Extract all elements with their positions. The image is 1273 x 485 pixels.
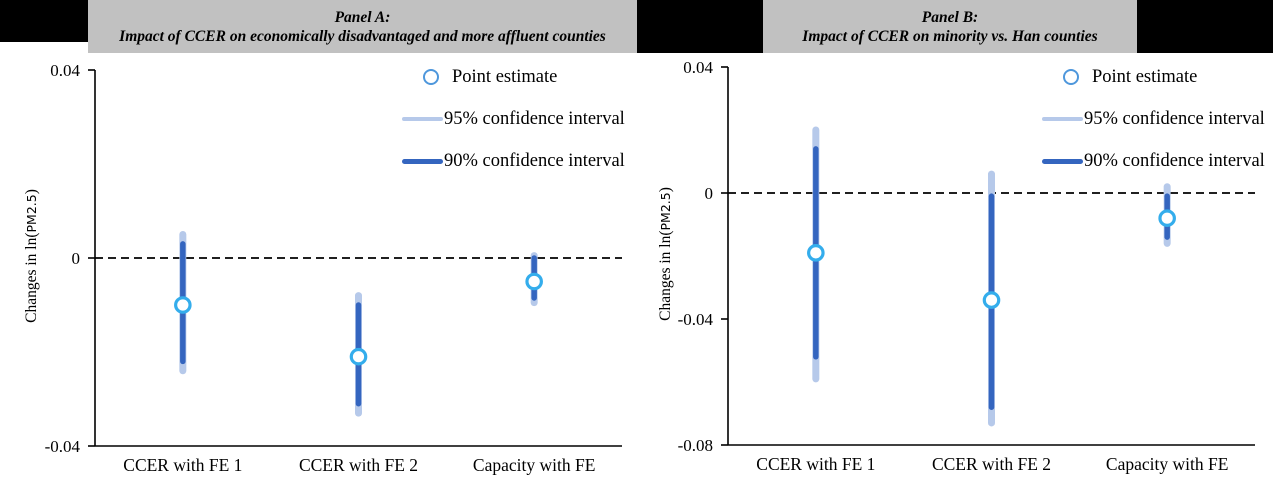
- pm25-label-segment: PM2.5: [658, 192, 673, 231]
- y-tick-label: -0.04: [45, 437, 81, 456]
- legend-point-label: Point estimate: [452, 66, 558, 87]
- legend-panel-b: Point estimate 95% confidence interval 9…: [1042, 56, 1273, 182]
- legend-ci95-label: 95% confidence interval: [1084, 108, 1265, 129]
- header-black-block-right: [1137, 0, 1273, 53]
- legend-ci95-label: 95% confidence interval: [444, 108, 625, 129]
- legend-item-ci95: 95% confidence interval: [402, 98, 647, 140]
- point-estimate-marker: [525, 272, 543, 291]
- point-estimate-marker: [1158, 209, 1176, 227]
- x-category-label: Capacity with FE: [473, 455, 595, 475]
- y-tick-label: 0: [72, 249, 81, 268]
- y-axis-label-panel-b: Changes in ln(PM2.5): [657, 187, 674, 321]
- legend-ci90-label: 90% confidence interval: [1084, 150, 1265, 171]
- panel-a-header: Panel A: Impact of CCER on economically …: [88, 0, 637, 53]
- legend-item-ci90: 90% confidence interval: [1042, 140, 1273, 182]
- y-tick-label: 0.04: [50, 61, 80, 80]
- point-estimate-marker: [982, 291, 1001, 309]
- y-tick-label: -0.08: [678, 436, 713, 455]
- point-estimate-marker: [349, 347, 368, 366]
- panel-a-subtitle: Impact of CCER on economically disadvant…: [119, 27, 606, 45]
- ci90-legend-icon: [1042, 158, 1083, 164]
- y-tick-label: 0: [705, 184, 714, 203]
- point-estimate-legend-icon: [1063, 69, 1079, 85]
- ci95-legend-icon: [402, 116, 443, 122]
- legend-point-label: Point estimate: [1092, 66, 1198, 87]
- x-category-label: CCER with FE 1: [123, 455, 242, 475]
- panel-b-title: Panel B:: [921, 8, 979, 26]
- x-category-label: Capacity with FE: [1106, 454, 1228, 474]
- ci90-legend-icon: [402, 158, 443, 164]
- x-category-label: CCER with FE 2: [299, 455, 418, 475]
- pm25-label-segment: PM2.5: [24, 194, 39, 233]
- panel-b-plot: 0.04 0 -0.04 -0.08 CCER with FE 1 CCER with F…: [678, 58, 1255, 474]
- legend-panel-a: Point estimate 95% confidence interval 9…: [402, 56, 647, 182]
- x-category-label: CCER with FE 2: [932, 454, 1051, 474]
- point-estimate-marker: [174, 296, 192, 314]
- point-estimate-legend-icon: [423, 69, 439, 85]
- panel-a-plot: 0.04 0 -0.04 CCER with FE 1 CCER with FE 2 Ca…: [45, 61, 622, 475]
- ci95-legend-icon: [1042, 116, 1083, 122]
- legend-item-ci90: 90% confidence interval: [402, 140, 647, 182]
- legend-ci90-label: 90% confidence interval: [444, 150, 625, 171]
- header-black-block-middle: [637, 0, 763, 53]
- panel-b-header: Panel B: Impact of CCER on minority vs. …: [763, 0, 1137, 53]
- header-black-block-left: [0, 0, 88, 42]
- panel-b-subtitle: Impact of CCER on minority vs. Han count…: [802, 27, 1098, 45]
- legend-item-point-estimate: Point estimate: [1042, 56, 1273, 98]
- y-tick-label: 0.04: [683, 58, 713, 77]
- x-category-label: CCER with FE 1: [756, 454, 875, 474]
- y-tick-label: -0.04: [678, 310, 714, 329]
- y-axis-label-panel-a: Changes in ln(PM2.5): [23, 189, 40, 323]
- legend-item-ci95: 95% confidence interval: [1042, 98, 1273, 140]
- point-estimate-marker: [807, 244, 825, 262]
- panel-a-title: Panel A:: [334, 8, 391, 26]
- legend-item-point-estimate: Point estimate: [402, 56, 647, 98]
